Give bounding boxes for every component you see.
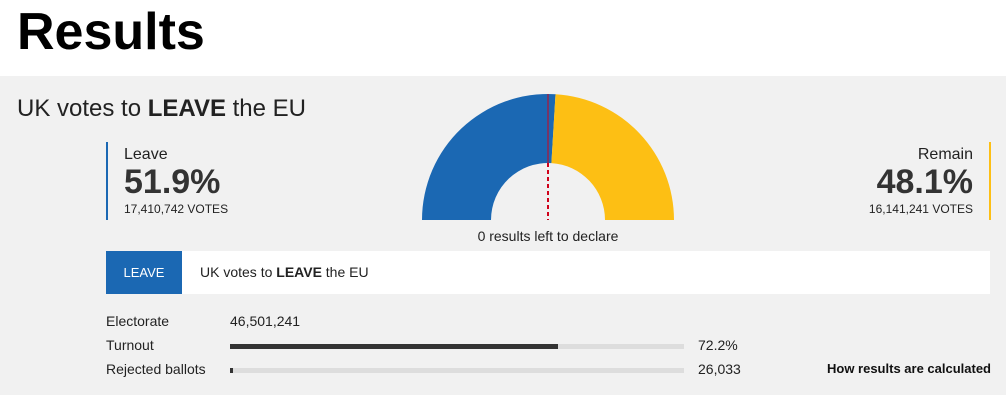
banner-part: UK votes to bbox=[200, 264, 273, 280]
stat-track bbox=[230, 344, 684, 349]
gauge-segment bbox=[422, 93, 556, 220]
side-name: Remain bbox=[917, 146, 973, 163]
page-title: Results bbox=[17, 3, 205, 61]
banner-part: the EU bbox=[325, 264, 369, 280]
stat-bar bbox=[230, 344, 558, 349]
headline-text: UK votes to bbox=[17, 95, 142, 122]
status: 0 results left to declare bbox=[477, 228, 619, 244]
banner-tag: LEAVE bbox=[106, 251, 182, 294]
stat-track bbox=[230, 368, 684, 373]
headline-emphasis: LEAVE bbox=[147, 95, 226, 122]
banner-text: UK votes to LEAVE the EU bbox=[200, 264, 369, 280]
side-votes: 17,410,742 VOTES bbox=[124, 202, 229, 216]
remain-summary: Remain 48.1% 16,141,241 VOTES bbox=[869, 142, 991, 220]
leave-summary: Leave 51.9% 17,410,742 VOTES bbox=[106, 142, 228, 220]
stat-value: 46,501,241 bbox=[230, 313, 301, 329]
banner-emphasis: LEAVE bbox=[276, 264, 322, 280]
headline-text: the EU bbox=[232, 95, 307, 122]
side-votes: 16,141,241 VOTES bbox=[868, 202, 973, 216]
side-percent: 51.9% bbox=[124, 163, 221, 201]
stat-value: 72.2% bbox=[698, 337, 738, 353]
result-banner: LEAVE UK votes to LEAVE the EU bbox=[106, 251, 990, 294]
headline: UK votes to LEAVE the EU bbox=[17, 95, 306, 123]
stat-label: Electorate bbox=[106, 313, 170, 329]
side-percent: 48.1% bbox=[876, 163, 973, 201]
stat-bar bbox=[230, 368, 233, 373]
gauge-segment bbox=[551, 94, 675, 220]
stat-label: Turnout bbox=[106, 337, 154, 353]
stat-value: 26,033 bbox=[698, 361, 741, 377]
side-name: Leave bbox=[124, 146, 168, 163]
gauge bbox=[422, 93, 675, 220]
help-link[interactable]: How results are calculated bbox=[826, 361, 991, 376]
stat-label: Rejected ballots bbox=[106, 361, 206, 377]
